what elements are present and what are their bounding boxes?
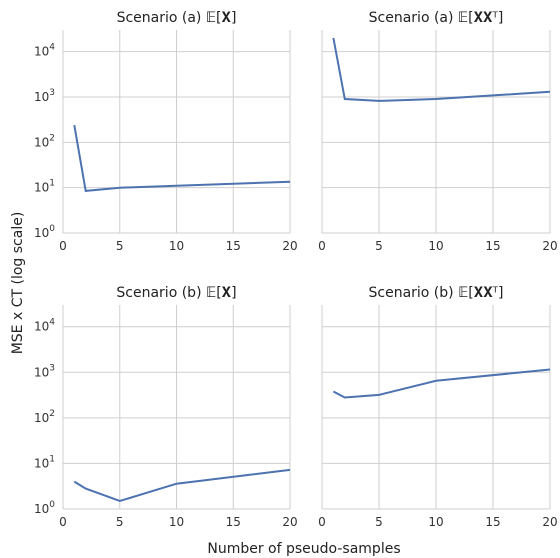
x-tick-label: 20: [542, 515, 557, 529]
y-tick-label: 100: [34, 224, 55, 240]
panel-2: 0 5 10 15 20 Scenario (a) 𝔼[𝐗𝐗ᵀ]: [318, 10, 557, 253]
y-tick-label: 100: [34, 500, 55, 516]
x-tick-label: 5: [375, 515, 383, 529]
panel-title: Scenario (b) 𝔼[𝐗𝐗ᵀ]: [369, 285, 504, 301]
panel-title: Scenario (a) 𝔼[𝐗𝐗ᵀ]: [369, 10, 504, 26]
x-tick-label: 0: [59, 515, 67, 529]
x-tick-label: 10: [428, 239, 443, 253]
x-tick-label: 5: [375, 239, 383, 253]
x-tick-label: 5: [116, 515, 124, 529]
panel-4: 0 5 10 15 20 Scenario (b) 𝔼[𝐗𝐗ᵀ]: [318, 285, 557, 529]
x-tick-label: 20: [282, 239, 297, 253]
x-tick-label: 15: [226, 239, 241, 253]
x-axis-title: Number of pseudo-samples: [207, 541, 400, 557]
x-tick-label: 0: [318, 515, 326, 529]
y-tick-label: 101: [34, 454, 55, 470]
x-tick-label: 5: [116, 239, 124, 253]
series-line: [73, 468, 291, 503]
y-tick-label: 103: [34, 363, 55, 379]
series-line: [332, 37, 551, 102]
y-tick-label: 102: [34, 133, 55, 149]
x-tick-label: 20: [542, 239, 557, 253]
x-tick-label: 20: [282, 515, 297, 529]
panel-1: 0 5 10 15 20 100 101 102 103 104 Scenario (a) 𝔼[𝐗]: [34, 10, 298, 253]
x-tick-label: 15: [485, 239, 500, 253]
series-line: [332, 368, 551, 399]
x-tick-label: 10: [169, 515, 184, 529]
x-tick-label: 15: [226, 515, 241, 529]
y-tick-label: 102: [34, 409, 55, 425]
y-tick-label: 104: [34, 43, 55, 59]
y-tick-label: 103: [34, 88, 55, 104]
x-tick-label: 10: [428, 515, 443, 529]
x-tick-label: 10: [169, 239, 184, 253]
x-tick-label: 15: [485, 515, 500, 529]
x-tick-label: 0: [318, 239, 326, 253]
panel-title: Scenario (a) 𝔼[𝐗]: [117, 10, 237, 26]
panel-title: Scenario (b) 𝔼[𝐗]: [116, 285, 236, 301]
y-axis-title: MSE x CT (log scale): [10, 212, 26, 355]
y-tick-label: 104: [34, 318, 55, 334]
series-line: [73, 124, 291, 192]
x-tick-label: 0: [59, 239, 67, 253]
y-tick-label: 101: [34, 179, 55, 195]
panel-3: 0 5 10 15 20 100 101 102 103 104 Scenario (b) 𝔼[𝐗]: [34, 285, 298, 529]
